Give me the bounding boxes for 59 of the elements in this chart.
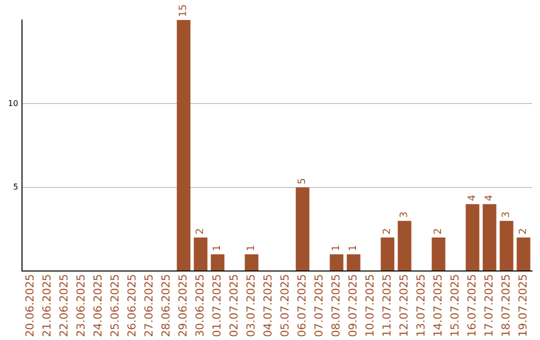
bar <box>176 20 190 271</box>
data-label: 1 <box>246 244 258 252</box>
data-label: 2 <box>195 228 206 235</box>
x-tick-label: 26.06.2025 <box>126 274 138 338</box>
x-tick-label: 19.07.2025 <box>516 274 530 338</box>
x-tick-label: 13.07.2025 <box>414 274 428 338</box>
data-label: 1 <box>212 244 224 252</box>
x-tick-label: 27.06.2025 <box>142 274 156 338</box>
x-tick-label: 22.06.2025 <box>58 274 71 338</box>
bar <box>210 254 224 271</box>
bar <box>398 220 412 271</box>
data-label: 2 <box>433 228 444 235</box>
x-tick-label: 06.07.2025 <box>295 274 308 338</box>
x-tick-label: 23.06.2025 <box>74 274 88 338</box>
bar <box>466 204 480 271</box>
x-tick-label: 10.07.2025 <box>363 274 376 338</box>
x-tick-label: 05.07.2025 <box>278 274 292 338</box>
data-label: 4 <box>484 194 496 202</box>
data-label: 1 <box>331 244 342 252</box>
x-tick-label: 20.06.2025 <box>24 274 37 338</box>
bar <box>330 254 344 271</box>
x-tick-label: 03.07.2025 <box>244 274 258 338</box>
bar <box>244 254 258 271</box>
data-label: 15 <box>178 4 190 17</box>
bar <box>346 254 360 271</box>
bar <box>194 238 208 271</box>
x-tick-label: 28.06.2025 <box>159 274 172 338</box>
x-tick-label: 25.06.2025 <box>108 274 122 338</box>
x-tick-label: 21.06.2025 <box>40 274 54 338</box>
x-tick-label: 29.06.2025 <box>176 274 190 338</box>
x-tick-label: 07.07.2025 <box>312 274 326 338</box>
bar <box>296 187 310 271</box>
x-tick-label: 17.07.2025 <box>482 274 496 338</box>
data-label: 3 <box>501 211 512 218</box>
data-label: 5 <box>297 178 308 184</box>
data-label: 2 <box>382 228 394 235</box>
x-tick-label: 08.07.2025 <box>329 274 342 338</box>
x-tick-label: 02.07.2025 <box>227 274 240 338</box>
data-label: 4 <box>467 194 478 202</box>
x-tick-label: 14.07.2025 <box>431 274 444 338</box>
data-label: 2 <box>518 228 530 235</box>
x-tick-label: 30.06.2025 <box>193 274 206 338</box>
bar <box>432 238 446 271</box>
bar <box>500 220 514 271</box>
x-tick-label: 24.06.2025 <box>92 274 105 338</box>
data-label: 3 <box>399 211 410 218</box>
x-tick-label: 15.07.2025 <box>448 274 462 338</box>
x-tick-label: 12.07.2025 <box>397 274 410 338</box>
x-tick-label: 11.07.2025 <box>380 274 394 338</box>
bar <box>482 204 496 271</box>
y-tick-label: 10 <box>8 98 18 108</box>
data-label: 1 <box>348 244 360 252</box>
bar <box>516 238 530 271</box>
x-tick-label: 04.07.2025 <box>261 274 274 338</box>
x-tick-label: 09.07.2025 <box>346 274 360 338</box>
bar <box>380 238 394 271</box>
x-tick-label: 16.07.2025 <box>465 274 478 338</box>
x-tick-label: 01.07.2025 <box>210 274 224 338</box>
x-tick-label: 18.07.2025 <box>499 274 512 338</box>
